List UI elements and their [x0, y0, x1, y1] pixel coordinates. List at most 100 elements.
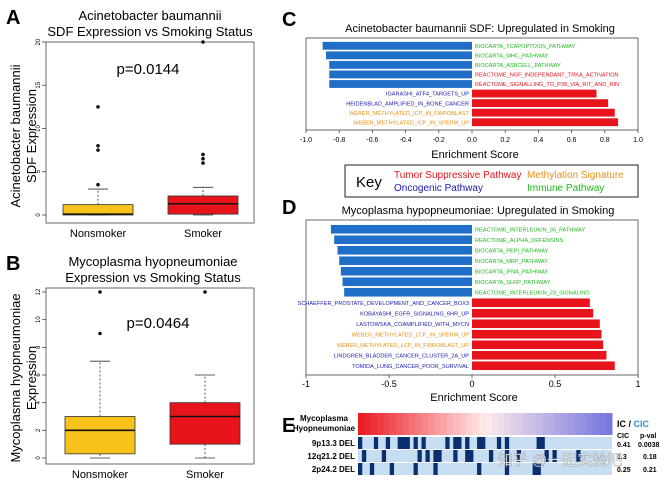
panel-a-ytick-label-1: 5 [36, 169, 42, 173]
panel-e-strip-cell [580, 413, 588, 435]
panel-c-bar-label: WEBER_METHYLATED_ICP_IN_SPERM_UP [353, 120, 469, 126]
panel-e-deletion-cell [488, 450, 494, 462]
panel-c-xtick-label: 0.0 [467, 137, 477, 144]
panel-e-deletion-cell [453, 437, 458, 449]
panel-e-deletion-cell [421, 437, 426, 449]
panel-e-strip-cell [548, 413, 556, 435]
panel-e-deletion-cell [425, 450, 430, 462]
panel-e-strip-cell [434, 413, 442, 435]
panel-d-bar-label: REACTOME_ALPHA_DEFENSINS [475, 238, 563, 244]
panel-a-ytick-label-0: 0 [36, 213, 42, 217]
panel-d-bar [337, 245, 472, 255]
panel-d-bar-label: SCHAEFFER_PROSTATE_DEVELOPMENT_AND_CANCE… [298, 301, 469, 307]
panel-e-header-ic: IC [617, 419, 627, 429]
panel-e-row-title-line1: Mycoplasma [300, 414, 349, 423]
panel-a-title-line1: Acinetobacter baumannii [78, 8, 221, 23]
panel-e-strip-cell [567, 413, 575, 435]
panel-e-strip-cell [472, 413, 480, 435]
panel-b-box-smoker [169, 290, 241, 459]
panel-c-bar [329, 70, 472, 79]
panel-e-deletion-cell [373, 437, 379, 449]
panel-e-strip-cell [478, 413, 486, 435]
panel-e-deletion-cell [401, 437, 406, 449]
panel-e-deletion-cell [385, 437, 391, 449]
panel-c-xtick-label: 0.4 [534, 137, 544, 144]
panel-b-boxes [64, 290, 241, 459]
panel-a-xtick-nonsmoker: Nonsmoker [70, 228, 127, 240]
panel-b-box-nonsmoker [64, 290, 136, 459]
panel-e-deletion-cell [536, 437, 541, 449]
panel-c-bars: BIOCARTA_TCAPOPTOSIS_PATHWAY BIOCARTA_MHC… [300, 41, 643, 144]
panel-d-bar-label: BIOCARTA_PEPI_PATHWAY [475, 249, 549, 255]
panel-b-ytick-label-1: 2 [36, 428, 42, 432]
panel-a-plot-frame [45, 41, 255, 224]
panel-a-pvalue: p=0.0144 [117, 61, 180, 78]
panel-d-title: Mycoplasma hypopneumoniae: Upregulated i… [342, 205, 615, 217]
panel-a-y-ticks: 0 5 10 15 20 [36, 38, 46, 217]
panel-e-header: IC / CIC [617, 419, 650, 429]
panel-b-outlier-point [98, 331, 102, 336]
legend-item-methylation: Methylation Signature [527, 170, 624, 181]
panel-e-strip-cell [573, 413, 581, 435]
panel-e-stat-pval-1: 0.0038 [638, 442, 660, 449]
panel-a-outlier-point [96, 144, 100, 148]
panel-c-bar-label: REACTOME_SIGNALLING_TO_P38_VIA_RIT_AND_R… [475, 82, 619, 88]
panel-c-title: Acinetobacter baumannii SDF: Upregulated… [345, 23, 615, 35]
panel-a-xtick-smoker: Smoker [184, 228, 222, 240]
panel-e-deletion-cell [413, 463, 418, 475]
panel-e-strip-cell [504, 413, 511, 435]
panel-e-deletion-cell [536, 463, 541, 475]
panel-b-outlier-point [98, 290, 102, 294]
panel-c-bar-label: BIOCARTA_TCAPOPTOSIS_PATHWAY [475, 44, 575, 50]
panel-c-xtick-label: 0.6 [567, 137, 577, 144]
panel-d-xtick-label: -1 [302, 379, 310, 389]
panel-c-xtick-label: -0.4 [400, 137, 412, 144]
panel-b: Mycoplasma hyopneumoniae Expression vs S… [8, 254, 255, 481]
panel-e-col-cic: CIC [617, 433, 629, 440]
panel-e-deletion-cell [504, 463, 510, 475]
panel-d-bar-label: TOMIDA_LUNG_CANCER_POOR_SURVIVAL [352, 364, 469, 370]
panel-e-strip-cell [440, 413, 448, 435]
panel-c-bar [322, 41, 472, 50]
panel-a-title-line2: SDF Expression vs Smoking Status [47, 24, 253, 39]
panel-e-stat-cic-1: 0.41 [617, 442, 631, 449]
panel-a-ytick-label-4: 20 [36, 38, 42, 45]
panel-c-bar [325, 51, 472, 60]
panel-a-outlier-point [96, 105, 100, 109]
panel-d-bar-label: WEBER_METHYLATED_LCP_IN_FIBROBLAST_UP [337, 343, 470, 349]
panel-e-strip-cell [453, 413, 461, 435]
panel-a-box-body [167, 195, 239, 215]
panel-c-xtick-label: -1.0 [300, 137, 312, 144]
panel-e-deletion-cell [504, 450, 510, 462]
panel-a-box-body [62, 204, 134, 216]
panel-e-deletion-cell [369, 463, 375, 475]
panel-e-deletion-cell [358, 437, 363, 449]
panel-c-xtick-label: 1.0 [633, 137, 643, 144]
panel-a-outlier-point [201, 156, 205, 161]
panel-e-deletion-cell [405, 437, 410, 449]
panel-e-deletion-cell [532, 463, 537, 475]
legend: Key Tumor Suppressive Pathway Methylatio… [344, 164, 639, 198]
panel-e-stat-cic-2: 0.3 [617, 454, 627, 461]
panel-b-outlier-point [203, 290, 207, 294]
panel-c-xlabel: Enrichment Score [431, 149, 518, 161]
panel-e-deletion-cell [576, 450, 581, 462]
panel-e-strip-cell [542, 413, 549, 435]
panel-e-expression-strip [358, 413, 613, 435]
panel-a-outlier-point [201, 40, 205, 44]
panel-a-outlier-point [96, 148, 100, 152]
panel-c-xtick-label: -0.8 [333, 137, 345, 144]
panel-e-deletion-cell [469, 450, 474, 462]
panel-d-bar [472, 298, 590, 308]
panel-c-bar [472, 118, 619, 127]
panel-e-header-slash: / [626, 419, 634, 429]
panel-e-deletion-cell [437, 450, 442, 462]
panel-a-ytick-label-2: 10 [36, 125, 42, 132]
panel-e-strip-cell [459, 413, 467, 435]
panel-e-strip-cell [389, 413, 397, 435]
panel-label-a: A [6, 7, 20, 29]
panel-e-strip-cell [358, 413, 365, 435]
panel-b-ylabel-line2: Expression [24, 346, 39, 410]
panel-c-bar-label: BIOCARTA_ASBCELL_PATHWAY [475, 63, 561, 69]
